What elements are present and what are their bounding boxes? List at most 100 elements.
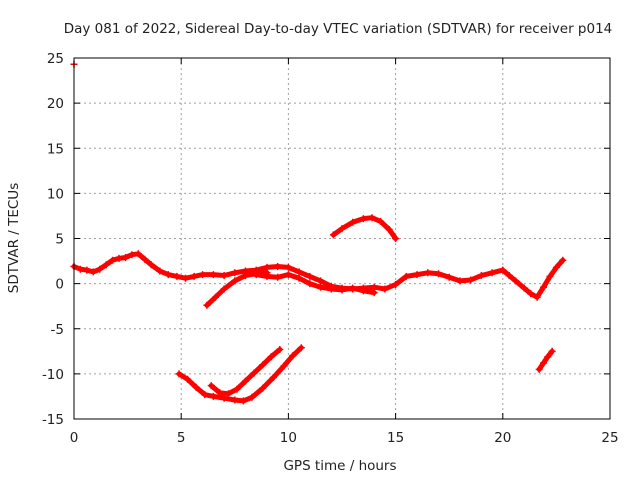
x-tick-label: 10 <box>280 430 297 446</box>
data-point-marker <box>544 353 552 361</box>
data-point-marker <box>182 274 189 282</box>
data-point-marker <box>267 353 275 361</box>
data-point-marker <box>505 272 513 279</box>
data-point-marker <box>83 266 91 274</box>
data-point-marker <box>349 218 357 226</box>
y-axis-label: SDTVAR / TECUs <box>6 183 22 293</box>
data-point-marker <box>190 272 198 280</box>
data-point-marker <box>533 293 541 301</box>
data-point-marker <box>122 254 129 261</box>
y-tick-label: 0 <box>55 277 64 293</box>
data-point-marker <box>540 359 547 367</box>
data-point-marker <box>546 272 554 280</box>
data-point-marker <box>231 269 239 277</box>
data-point-marker <box>338 225 346 233</box>
data-point-marker <box>284 263 292 271</box>
data-point-marker <box>274 273 282 281</box>
grid-lines <box>74 58 610 419</box>
data-point-marker <box>259 384 267 392</box>
data-point-marker <box>467 276 475 284</box>
series-short-segment <box>535 347 556 373</box>
data-point-marker <box>248 393 256 401</box>
series-lower-arc-1 <box>175 344 305 405</box>
data-point-marker <box>224 390 232 398</box>
data-point-marker <box>199 271 207 279</box>
data-point-marker <box>201 391 209 399</box>
data-point-marker <box>559 256 567 264</box>
y-tick-label: 5 <box>55 232 64 248</box>
series-main-trace <box>70 250 567 301</box>
data-point-marker <box>242 377 249 385</box>
data-point-marker <box>263 269 271 277</box>
data-point-marker <box>359 287 367 295</box>
data-point-marker <box>329 231 337 239</box>
data-point-marker <box>220 394 228 402</box>
data-point-marker <box>192 383 200 391</box>
data-point-marker <box>456 277 464 285</box>
data-point-marker <box>231 277 239 285</box>
x-tick-label: 0 <box>70 430 79 446</box>
data-point-marker <box>548 347 556 355</box>
series-offset-band <box>242 269 378 297</box>
data-point-marker <box>327 285 335 293</box>
data-point-marker <box>203 301 211 309</box>
data-point-marker <box>147 261 155 269</box>
x-tick-label: 5 <box>177 430 186 446</box>
x-tick-label: 15 <box>387 430 404 446</box>
data-point-marker <box>349 284 357 292</box>
data-point-marker <box>141 255 149 263</box>
data-point-marker <box>317 283 325 291</box>
x-tick-label: 25 <box>601 430 618 446</box>
data-point-marker <box>128 251 136 259</box>
y-tick-label: -5 <box>51 322 64 338</box>
data-point-marker <box>220 285 228 293</box>
data-point-marker <box>306 280 314 288</box>
series-trace <box>176 345 304 404</box>
data-point-marker <box>216 389 224 397</box>
y-tick-label: -10 <box>42 367 64 383</box>
data-point-marker <box>535 365 543 373</box>
data-point-marker <box>173 272 181 280</box>
data-point-marker <box>209 271 217 279</box>
data-point-marker <box>274 263 282 270</box>
series-trace <box>536 348 555 372</box>
data-point-marker <box>250 369 258 377</box>
data-point-marker <box>445 273 453 281</box>
series-trace <box>330 215 399 241</box>
data-point-marker <box>512 277 520 285</box>
data-point-marker <box>164 271 172 279</box>
data-point-marker <box>540 283 547 291</box>
data-point-marker <box>377 217 385 225</box>
data-point-marker <box>520 284 528 292</box>
data-point-marker <box>156 267 164 275</box>
data-point-marker <box>402 272 410 280</box>
data-point-marker <box>297 344 305 352</box>
data-point-marker <box>102 261 110 269</box>
data-point-marker <box>259 361 267 369</box>
data-point-marker <box>499 266 507 274</box>
data-point-marker <box>115 254 123 262</box>
data-point-marker <box>134 250 142 258</box>
data-point-marker <box>207 382 215 390</box>
data-point-marker <box>368 214 376 222</box>
series-lower-arc-2 <box>207 346 284 398</box>
y-tick-labels: 25 20 15 10 5 0 -5 -10 -15 <box>42 51 64 428</box>
data-point-marker <box>370 289 378 297</box>
data-point-marker <box>109 256 117 264</box>
data-point-marker <box>392 281 400 288</box>
data-point-marker <box>175 370 183 378</box>
data-point-marker <box>295 274 303 282</box>
data-point-marker <box>317 277 325 285</box>
data-point-marker <box>269 374 277 381</box>
y-tick-label: 10 <box>47 186 64 202</box>
series-rising-arc-1 <box>203 269 271 309</box>
data-point-marker <box>435 270 442 278</box>
series-upper-arc <box>329 214 400 242</box>
data-point-marker <box>89 268 97 276</box>
data-point-marker <box>212 293 219 301</box>
x-tick-labels: 0 5 10 15 20 25 <box>70 430 619 446</box>
y-tick-label: 15 <box>47 141 64 157</box>
data-point-marker <box>359 215 367 223</box>
